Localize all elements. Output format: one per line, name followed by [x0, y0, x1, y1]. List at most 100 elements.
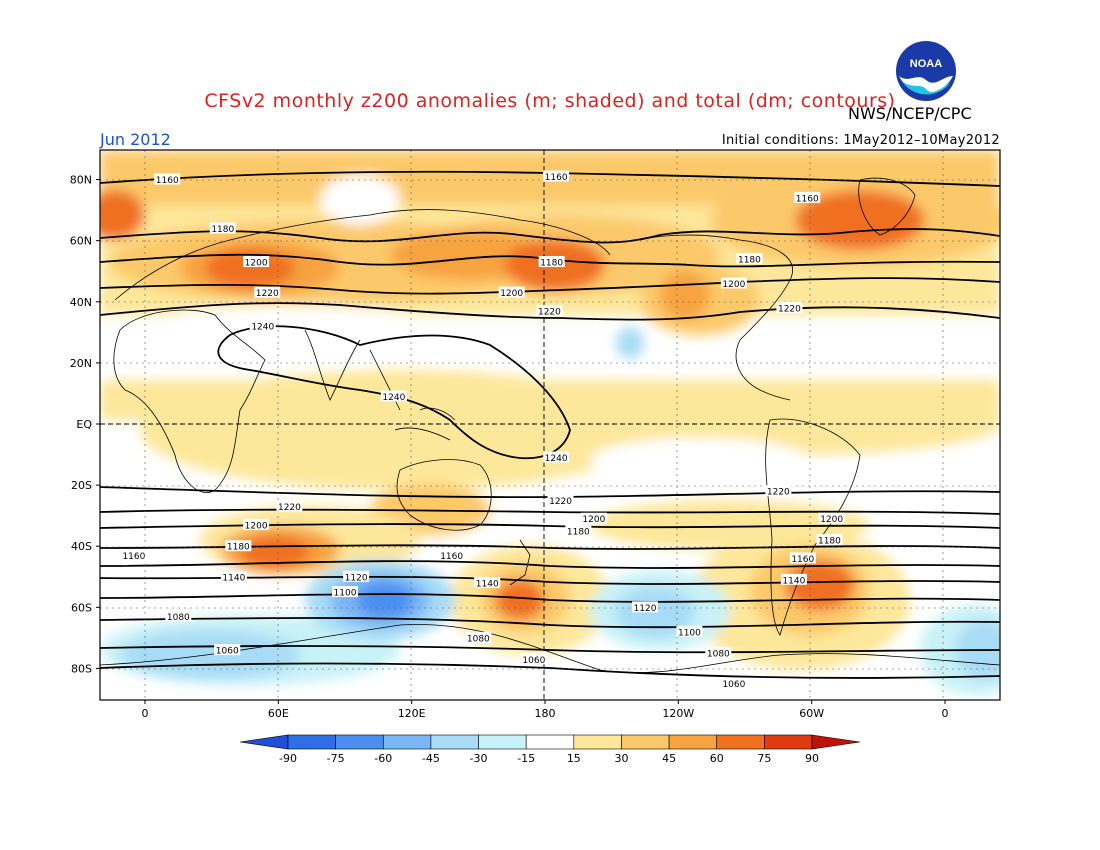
coastlines — [100, 177, 1000, 674]
contour-label: 1120 — [343, 570, 370, 583]
colorbar-swatch — [573, 734, 622, 750]
logo-text: NOAA — [910, 58, 942, 70]
contour-label: 1140 — [780, 573, 807, 586]
contour-label-text: 1080 — [467, 634, 490, 644]
figure-title: CFSv2 monthly z200 anomalies (m; shaded)… — [204, 90, 896, 112]
contour-label-text: 1160 — [440, 552, 463, 562]
lon-tick-label: 180 — [535, 707, 556, 720]
lat-tick-label: 60S — [71, 601, 92, 614]
colorbar-label: -45 — [422, 752, 440, 765]
colorbar-swatch — [764, 734, 813, 750]
contour-label: 1180 — [816, 534, 843, 547]
contour-label-text: 1160 — [156, 176, 179, 186]
lat-tick-label: 40S — [71, 540, 92, 553]
colorbar-label: -60 — [374, 752, 392, 765]
contour-label-text: 1140 — [222, 573, 245, 583]
contour-label-text: 1120 — [345, 573, 368, 583]
contour-label: 1180 — [565, 524, 592, 537]
contour-label: 1160 — [789, 552, 816, 565]
lon-tick-label: 120E — [398, 707, 426, 720]
contour-label: 1220 — [536, 304, 563, 317]
contour-label-text: 1180 — [540, 259, 563, 269]
contour-label-text: 1200 — [582, 515, 605, 525]
colorbar-max-arrow — [811, 734, 861, 750]
colorbar-swatch — [621, 734, 670, 750]
contour-label-text: 1120 — [634, 604, 657, 614]
map-frame — [99, 149, 1001, 701]
contour-label: 1240 — [249, 320, 276, 333]
contour-label: 1180 — [225, 540, 252, 553]
contour-label-text: 1180 — [738, 256, 761, 266]
contour-label-text: 1060 — [722, 680, 745, 690]
colorbar-swatch — [716, 734, 765, 750]
colorbar-label: 15 — [567, 752, 581, 765]
lat-tick-label: 20S — [71, 479, 92, 492]
longitude-axis: 0 60E 120E 180 120W 60W 0 — [142, 700, 949, 720]
contour-label: 1160 — [154, 173, 181, 186]
contour-label-text: 1220 — [778, 304, 801, 314]
colorbar-label: -30 — [470, 752, 488, 765]
colorbar-swatch — [382, 734, 432, 750]
contour-label: 1200 — [580, 512, 607, 525]
contour-label: 1200 — [243, 518, 270, 531]
contour-label-text: 1220 — [767, 488, 790, 498]
contour-label: 1180 — [209, 222, 236, 235]
contour-label: 1180 — [736, 253, 763, 266]
initial-conditions: Initial conditions: 1May2012–10May2012 — [721, 133, 1000, 148]
contour-label-text: 1080 — [167, 613, 190, 623]
colorbar-label: 75 — [757, 752, 771, 765]
contour-label-layer: 1160 1160 1160 1180 1180 1180 1200 1200 1200 1220… — [120, 170, 845, 690]
contour-label-text: 1200 — [722, 280, 745, 290]
contour-label-text: 1060 — [522, 656, 545, 666]
lon-tick-label: 0 — [942, 707, 949, 720]
latitude-axis: 80N 60N 40N 20N EQ 20S 40S 60S 80S — [70, 174, 100, 675]
colorbar: -90 -75 -60 -45 -30 -15 15 30 45 60 75 90 — [239, 734, 861, 765]
contour-label-text: 1140 — [476, 579, 499, 589]
contour-label: 1220 — [276, 500, 303, 513]
contour-label: 1060 — [520, 653, 547, 666]
anomaly-shading — [100, 150, 1000, 700]
contour-label: 1180 — [538, 256, 565, 269]
lat-tick-label: 40N — [70, 296, 92, 309]
equator-dateline — [100, 150, 1000, 700]
contour-label: 1240 — [543, 451, 570, 464]
lat-tick-label: 80N — [70, 174, 92, 187]
lon-tick-label: 60E — [268, 707, 289, 720]
contour-label: 1060 — [720, 677, 747, 690]
contour-label-text: 1200 — [500, 289, 523, 299]
contour-label-text: 1220 — [549, 497, 572, 507]
contour-label-text: 1100 — [678, 628, 701, 638]
contour-label: 1200 — [818, 512, 845, 525]
contour-label-text: 1160 — [122, 552, 145, 562]
contour-label-text: 1200 — [245, 259, 268, 269]
lat-tick-label: EQ — [76, 418, 92, 431]
contour-label-text: 1220 — [278, 503, 301, 513]
contour-label: 1140 — [220, 570, 247, 583]
agency-label: NWS/NCEP/CPC — [848, 104, 972, 123]
contour-label: 1100 — [676, 625, 703, 638]
lon-tick-label: 60W — [799, 707, 824, 720]
contour-label-text: 1240 — [251, 323, 274, 333]
contour-label: 1240 — [380, 390, 407, 403]
colorbar-label: -15 — [517, 752, 535, 765]
contour-label: 1160 — [120, 549, 147, 562]
lon-tick-label: 120W — [662, 707, 694, 720]
contour-label: 1080 — [705, 647, 732, 660]
contour-label: 1080 — [465, 631, 492, 644]
contour-label-text: 1140 — [782, 576, 805, 586]
colorbar-label: 45 — [662, 752, 676, 765]
forecast-month: Jun 2012 — [100, 130, 171, 149]
noaa-logo: NOAA — [896, 41, 956, 101]
contour-label: 1220 — [254, 286, 281, 299]
colorbar-swatch — [287, 734, 336, 750]
contour-label: 1120 — [632, 601, 658, 614]
contour-label-text: 1180 — [227, 543, 250, 553]
contour-label-text: 1240 — [545, 454, 568, 464]
colorbar-label: -90 — [279, 752, 297, 765]
contour-label-text: 1240 — [382, 393, 405, 403]
contour-label-text: 1200 — [245, 521, 268, 531]
contour-label-text: 1160 — [545, 173, 568, 183]
contour-label-text: 1200 — [820, 515, 843, 525]
contour-label: 1160 — [794, 191, 821, 204]
contour-label-text: 1180 — [211, 225, 234, 235]
